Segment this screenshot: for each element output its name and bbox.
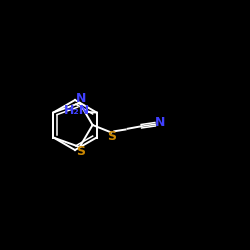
Text: H₂N: H₂N	[64, 104, 90, 117]
Text: S: S	[76, 145, 85, 158]
Text: N: N	[76, 92, 86, 105]
Text: N: N	[154, 116, 165, 129]
Text: S: S	[107, 130, 116, 143]
